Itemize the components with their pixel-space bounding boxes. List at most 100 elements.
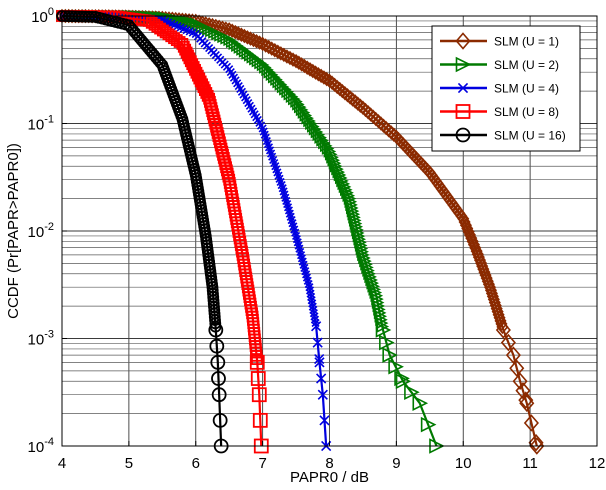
series-marker — [252, 412, 268, 428]
series-marker — [469, 240, 482, 256]
series-marker — [395, 373, 412, 390]
series-marker — [271, 44, 284, 60]
y-tick-label: 100 — [31, 6, 54, 26]
series-marker — [319, 415, 330, 426]
series-marker — [232, 26, 245, 41]
series-marker — [268, 42, 281, 58]
series-marker — [229, 24, 242, 40]
series-marker — [250, 371, 266, 386]
series-marker — [523, 414, 539, 432]
series-marker — [286, 52, 300, 67]
series-marker — [226, 23, 239, 38]
series-marker — [311, 321, 322, 332]
legend-entry: SLM (U = 1) — [440, 32, 559, 50]
series-2 — [56, 9, 445, 454]
series-marker — [283, 50, 297, 66]
series-marker — [265, 41, 278, 56]
series-marker — [280, 49, 293, 64]
series-marker — [262, 39, 275, 55]
series-marker — [210, 354, 226, 370]
series-marker — [404, 384, 420, 401]
series-marker — [301, 60, 314, 75]
series-marker — [394, 370, 410, 387]
series-marker — [529, 437, 545, 455]
x-tick-label: 9 — [392, 455, 400, 472]
series-marker — [375, 322, 392, 338]
series-marker — [274, 46, 287, 61]
legend-label: SLM (U = 8) — [494, 105, 559, 119]
series-marker — [256, 36, 269, 52]
series-marker — [465, 230, 478, 246]
legend-marker — [455, 127, 471, 143]
series-marker — [295, 57, 308, 72]
legend-label: SLM (U = 2) — [494, 58, 559, 72]
legend-marker — [457, 82, 469, 94]
series-marker — [212, 412, 228, 428]
series-marker — [211, 387, 227, 403]
series-marker — [312, 337, 323, 348]
y-tick-label: 10-3 — [28, 329, 54, 349]
series-marker — [512, 372, 528, 391]
series-marker — [250, 34, 263, 49]
legend-marker — [455, 32, 471, 50]
y-tick-label: 10-1 — [28, 114, 54, 134]
series-marker — [219, 21, 232, 36]
series-marker — [314, 353, 325, 365]
x-tick-label: 5 — [125, 455, 133, 472]
y-tick-label: 10-2 — [28, 221, 54, 241]
series-marker — [306, 63, 319, 79]
y-tick-label: 10-4 — [28, 436, 54, 456]
series-marker — [317, 70, 330, 85]
series-marker — [303, 62, 317, 77]
x-tick-label: 7 — [258, 455, 266, 472]
series-marker — [251, 353, 263, 365]
series-marker — [463, 227, 476, 243]
series-marker — [314, 357, 325, 368]
series-marker — [290, 53, 303, 69]
series-marker — [238, 28, 251, 44]
series-marker — [420, 416, 437, 433]
legend-entry: SLM (U = 8) — [440, 104, 559, 119]
series-marker — [186, 16, 200, 30]
legend: SLM (U = 1) SLM (U = 2) SLM (U = 4) SLM (U … — [431, 25, 581, 152]
series-marker — [320, 71, 333, 87]
series-marker — [315, 68, 328, 84]
x-axis-label: PAPR0 / dB — [290, 469, 369, 486]
series-marker — [208, 322, 224, 338]
series-marker — [495, 321, 511, 339]
series-marker — [528, 433, 544, 452]
legend-marker — [455, 56, 472, 73]
series-marker — [247, 32, 260, 48]
series-marker — [223, 22, 236, 37]
series-marker — [379, 334, 395, 351]
x-tick-label: 4 — [58, 455, 66, 472]
legend-entry: SLM (U = 16) — [440, 127, 566, 143]
legend-label: SLM (U = 4) — [494, 82, 559, 96]
series-marker — [388, 358, 404, 375]
series-marker — [319, 139, 333, 153]
series-marker — [244, 31, 257, 46]
series-marker — [253, 35, 266, 50]
series-marker — [459, 217, 472, 233]
series-marker — [249, 354, 265, 370]
x-tick-label: 11 — [522, 455, 538, 472]
series-marker — [316, 373, 327, 384]
series-marker — [312, 66, 325, 82]
series-marker — [211, 371, 226, 386]
series-marker — [461, 221, 474, 236]
legend-label: SLM (U = 16) — [494, 129, 566, 143]
x-tick-label: 6 — [192, 455, 200, 472]
series-marker — [518, 391, 534, 409]
series-marker — [241, 30, 254, 45]
series-marker — [519, 394, 535, 412]
series-marker — [251, 387, 267, 403]
series-marker — [292, 55, 305, 71]
series-marker — [462, 224, 475, 239]
series-marker — [277, 47, 290, 63]
series-marker — [235, 27, 248, 42]
series-marker — [495, 316, 508, 332]
legend-entry: SLM (U = 4) — [440, 82, 559, 96]
series-marker — [259, 38, 272, 53]
series-marker — [376, 320, 390, 333]
